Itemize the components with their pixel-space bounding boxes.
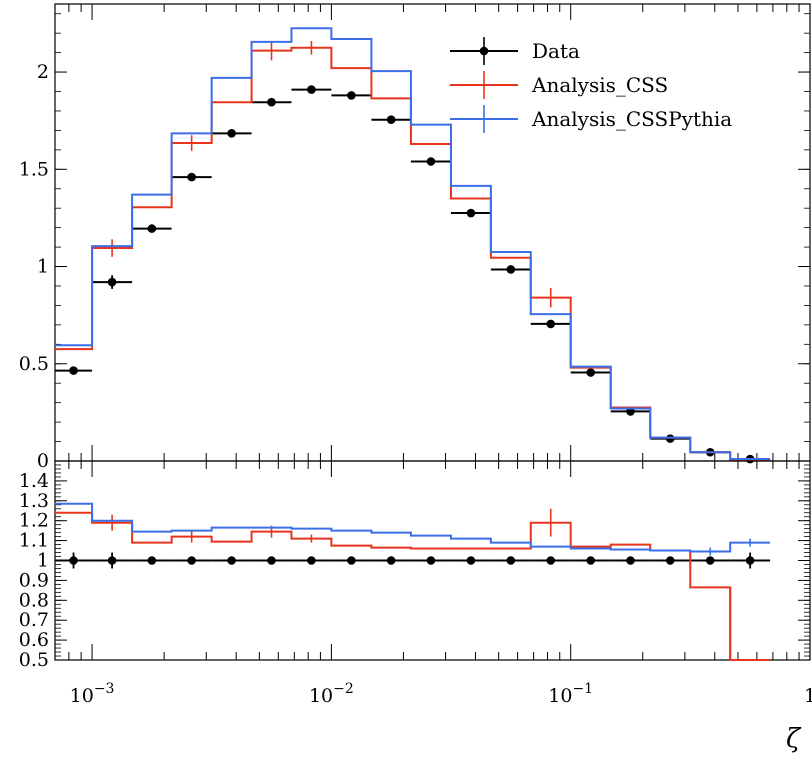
main-series-0-point: [426, 157, 436, 166]
main-series-0-point: [586, 368, 596, 377]
ratio-series-0-point: [69, 556, 78, 565]
main-ytick-label: 1: [37, 256, 49, 278]
ratio-series-0-point: [506, 556, 516, 565]
ratio-series-0-point: [546, 556, 556, 565]
ratio-series-0-point: [586, 556, 596, 565]
main-series-2-step-line: [55, 27, 771, 461]
legend-item-0: Data: [450, 37, 580, 65]
main-plot: 0 0.5 1 1.5 2: [19, 3, 811, 472]
main-frame: [54, 3, 811, 462]
main-series-0-point: [506, 265, 516, 274]
x-tick-exponent: −2: [333, 681, 354, 697]
legend-label: Analysis_CSSPythia: [531, 107, 732, 131]
main-series-0-point: [307, 85, 316, 94]
main-ytick-label: 2: [37, 61, 49, 83]
ratio-series-0-point: [107, 556, 117, 565]
main-series-0-point: [267, 97, 276, 107]
main-series-0-point: [466, 208, 476, 218]
x-tick-base: 1: [804, 685, 812, 707]
x-tick-label: 10−2: [309, 681, 354, 707]
ratio-series-0-point: [745, 556, 755, 565]
ratio-ytick-label: 0.8: [19, 589, 49, 611]
x-tick-base: 10: [548, 685, 572, 707]
ratio-series-0-point: [705, 556, 715, 565]
main-series-0-point: [69, 366, 78, 375]
x-tick-exponent: −3: [94, 681, 115, 697]
x-axis-title: ζ: [786, 724, 802, 754]
ratio-ytick-label: 1.3: [19, 490, 49, 512]
ratio-series-2-step-line: [55, 502, 771, 553]
ratio-ytick-label: 1.2: [19, 510, 49, 532]
x-tick-label: 10−1: [548, 681, 593, 707]
ratio-ytick-label: 1.1: [19, 530, 49, 552]
legend-swatch-point: [479, 46, 489, 56]
legend-label: Data: [532, 39, 580, 63]
ratio-ytick-label: 0.7: [19, 609, 49, 631]
ratio-series-0-point: [347, 556, 356, 565]
x-tick-exponent: −1: [572, 681, 593, 697]
main-series-0-point: [187, 172, 196, 182]
ratio-series-0-point: [187, 556, 196, 565]
legend: Data Analysis_CSS Analysis_CSSPythia: [450, 37, 732, 133]
x-tick-base: 10: [70, 685, 94, 707]
x-axis-labels: 10−3 10−2 10−1 1: [70, 681, 812, 707]
ratio-series-0-point: [386, 556, 396, 565]
ratio-series-1-step-line: [55, 511, 771, 661]
legend-item-2: Analysis_CSSPythia: [450, 105, 732, 133]
ratio-ytick-label: 1: [37, 550, 49, 572]
main-series-0-point: [347, 91, 356, 100]
x-tick-label: 1: [804, 685, 812, 707]
ratio-ytick-label: 0.5: [19, 649, 49, 671]
legend-label: Analysis_CSS: [531, 73, 668, 97]
x-tick-base: 10: [309, 685, 333, 707]
main-series-0-point: [227, 129, 236, 138]
ratio-series-0-point: [147, 556, 157, 565]
ratio-ytick-label: 0.9: [19, 569, 49, 591]
main-series-0-point: [147, 224, 157, 233]
main-series-0-point: [107, 277, 117, 287]
ratio-series-0-point: [227, 556, 236, 565]
legend-item-1: Analysis_CSS: [450, 71, 668, 99]
main-ytick-label: 0.5: [19, 353, 49, 375]
x-tick-label: 10−3: [70, 681, 115, 707]
ratio-series-0-point: [466, 556, 476, 565]
ratio-series-0-point: [665, 556, 675, 565]
main-series-0-point: [546, 319, 556, 329]
ratio-ytick-label: 1.4: [19, 470, 49, 492]
ratio-series-0-point: [267, 556, 276, 565]
ratio-ytick-label: 0.6: [19, 629, 49, 651]
main-series-0-point: [386, 115, 396, 125]
ratio-series-0-point: [626, 556, 635, 565]
main-ytick-label: 0: [37, 450, 49, 472]
main-ytick-label: 1.5: [19, 158, 49, 180]
ratio-series-0-point: [307, 556, 316, 565]
ratio-plot: 0.50.60.70.80.911.11.21.31.4: [19, 460, 811, 671]
ratio-series-0-point: [426, 556, 436, 565]
